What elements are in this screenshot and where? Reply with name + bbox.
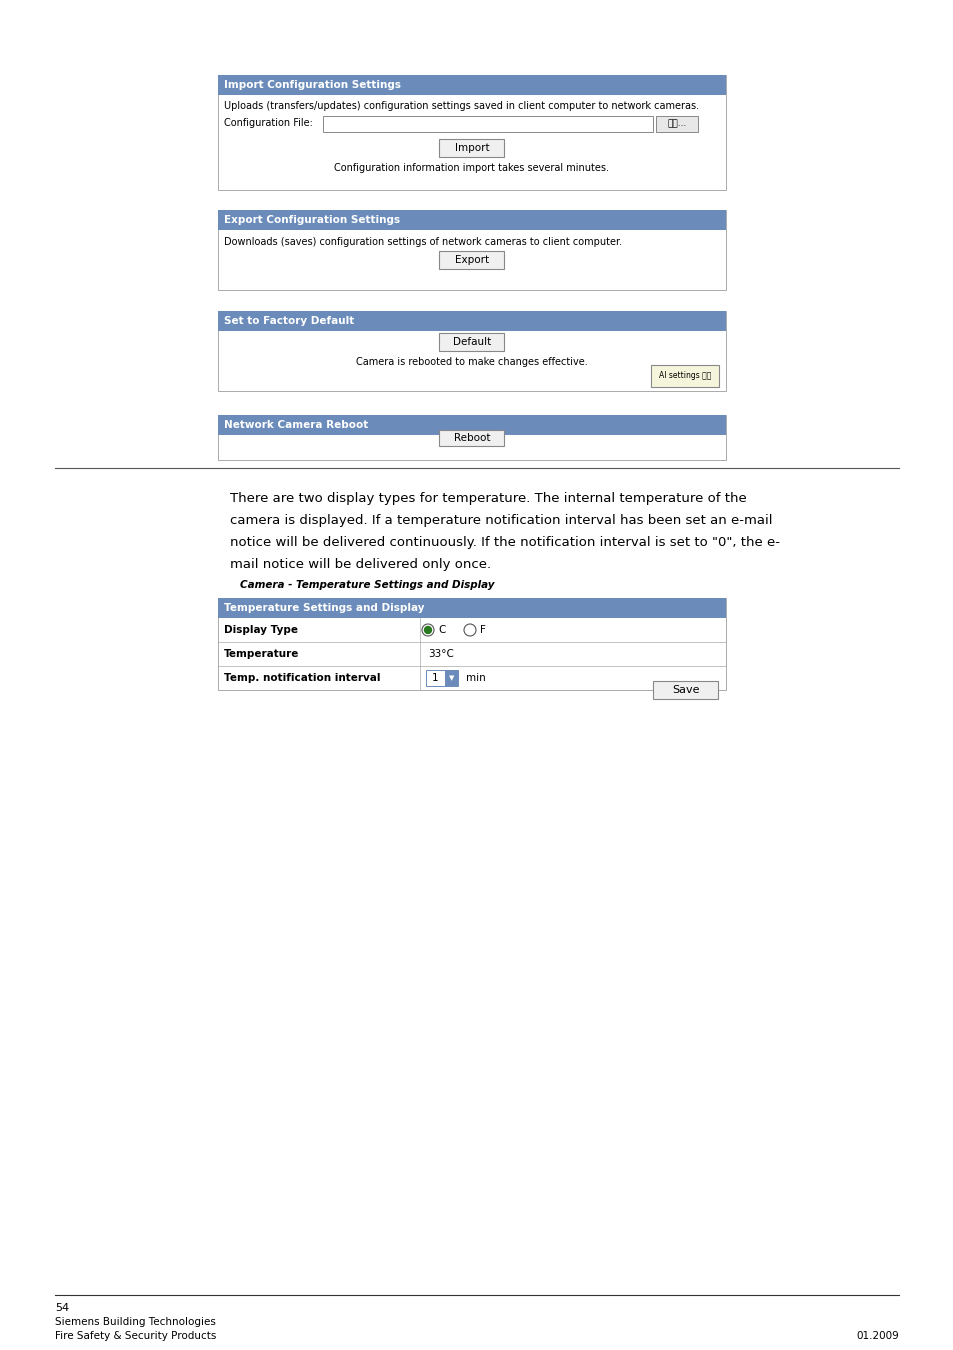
Bar [218, 310, 725, 331]
Bar [439, 333, 504, 351]
Text: Export: Export [455, 255, 489, 265]
Bar [439, 139, 504, 157]
Bar [439, 431, 504, 446]
Bar [218, 414, 725, 435]
Bar [218, 211, 725, 290]
Text: Uploads (transfers/updates) configuration settings saved in client computer to n: Uploads (transfers/updates) configuratio… [224, 101, 699, 111]
Text: 54: 54 [55, 1303, 69, 1314]
Text: Import: Import [455, 143, 489, 153]
Text: Import Configuration Settings: Import Configuration Settings [224, 80, 400, 90]
Text: Export Configuration Settings: Export Configuration Settings [224, 215, 399, 225]
Circle shape [424, 626, 431, 633]
Bar [218, 598, 725, 618]
Text: Configuration File:: Configuration File: [224, 117, 313, 128]
Text: 1: 1 [432, 674, 438, 683]
Bar [218, 414, 725, 460]
Text: Default: Default [453, 338, 491, 347]
Text: Network Camera Reboot: Network Camera Reboot [224, 420, 368, 431]
Bar [218, 76, 725, 95]
Bar [439, 251, 504, 269]
Bar [218, 76, 725, 190]
Bar [218, 598, 725, 690]
Text: Temperature: Temperature [224, 649, 299, 659]
Text: Set to Factory Default: Set to Factory Default [224, 316, 354, 325]
Text: Display Type: Display Type [224, 625, 297, 634]
Bar [650, 364, 719, 387]
Text: F: F [479, 625, 485, 634]
Bar [656, 116, 698, 132]
Text: Camera - Temperature Settings and Display: Camera - Temperature Settings and Displa… [240, 580, 494, 590]
Text: notice will be delivered continuously. If the notification interval is set to "0: notice will be delivered continuously. I… [230, 536, 780, 549]
Text: C: C [437, 625, 445, 634]
Text: Fire Safety & Security Products: Fire Safety & Security Products [55, 1331, 216, 1341]
Text: Camera is rebooted to make changes effective.: Camera is rebooted to make changes effec… [355, 356, 587, 367]
Bar [426, 670, 457, 686]
Bar [218, 310, 725, 391]
Text: mail notice will be delivered only once.: mail notice will be delivered only once. [230, 558, 491, 571]
Text: Temperature Settings and Display: Temperature Settings and Display [224, 603, 424, 613]
Text: Temp. notification interval: Temp. notification interval [224, 674, 380, 683]
Text: camera is displayed. If a temperature notification interval has been set an e-ma: camera is displayed. If a temperature no… [230, 514, 772, 526]
Text: 01.2009: 01.2009 [856, 1331, 898, 1341]
Text: ▼: ▼ [448, 675, 454, 680]
Text: Downloads (saves) configuration settings of network cameras to client computer.: Downloads (saves) configuration settings… [224, 238, 621, 247]
Text: Al settings 设置: Al settings 设置 [659, 371, 710, 381]
Text: Reboot: Reboot [454, 433, 490, 443]
Text: min: min [465, 674, 485, 683]
Text: Siemens Building Technologies: Siemens Building Technologies [55, 1318, 215, 1327]
Text: Save: Save [672, 684, 699, 695]
Bar [444, 670, 457, 686]
Bar [218, 211, 725, 230]
Bar [323, 116, 652, 132]
Text: 浏览...: 浏览... [666, 120, 686, 128]
Text: Configuration information import takes several minutes.: Configuration information import takes s… [335, 163, 609, 173]
Text: 33°C: 33°C [428, 649, 454, 659]
Text: There are two display types for temperature. The internal temperature of the: There are two display types for temperat… [230, 491, 746, 505]
Bar [653, 680, 718, 699]
